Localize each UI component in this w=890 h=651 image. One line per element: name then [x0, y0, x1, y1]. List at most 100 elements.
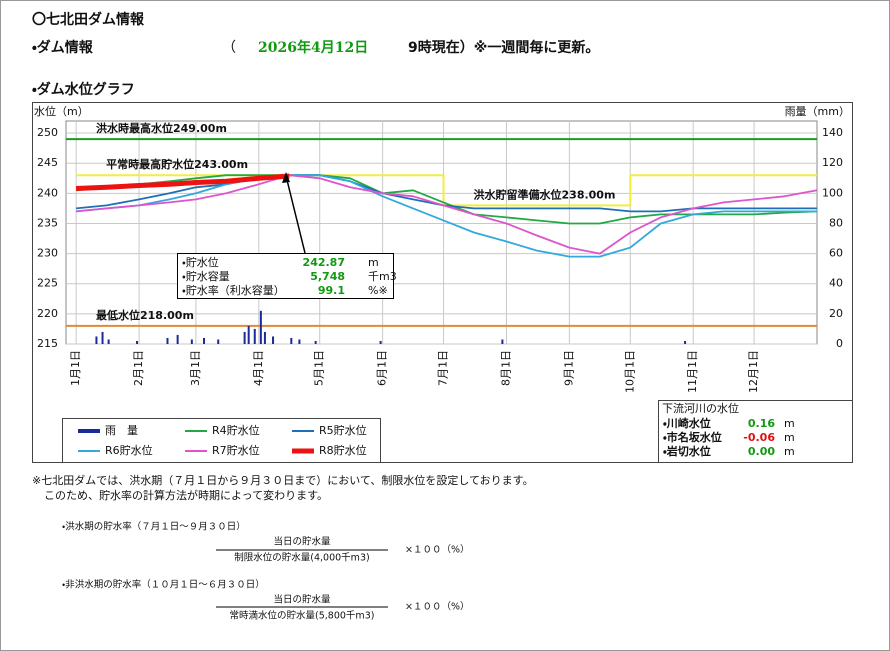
rain-bar — [263, 331, 266, 344]
rain-bar — [684, 340, 687, 344]
y-tick-label: 225 — [37, 277, 58, 290]
graph-label: ・ダム水位グラフ — [32, 81, 135, 98]
y-tick-label: 220 — [37, 307, 58, 320]
x-tick-label: 11月1日 — [686, 350, 699, 393]
river-label: ・市名坂水位 — [663, 430, 722, 444]
denominator: 制限水位の貯水量(4,000千m3) — [234, 552, 369, 564]
series-line — [76, 174, 818, 255]
rain-bar — [247, 325, 250, 344]
arrow-head — [282, 172, 290, 183]
rain-bar — [379, 340, 382, 344]
plot: 215 220 225 230 235 240 245 250 0 20 40 60 80 100 120 1… — [37, 120, 843, 393]
info-label: ・ダム情報 — [32, 39, 94, 56]
storage-unit: %※ — [368, 284, 388, 297]
y2-tick-label: 140 — [822, 126, 843, 139]
river-value: -0.06 — [743, 431, 775, 444]
formula-title: ・洪水期の貯水率（７月１日～９月３０日） — [62, 521, 246, 533]
rain-bar — [217, 339, 220, 344]
legend-box — [62, 418, 381, 463]
rain-bar — [290, 337, 293, 344]
rain-bar — [243, 331, 246, 344]
storage-label: ・貯水容量 — [182, 270, 230, 283]
x-tick-label: 6月1日 — [376, 350, 389, 386]
rain-bar — [190, 339, 193, 344]
series-line — [76, 173, 290, 191]
rain-bar — [176, 334, 179, 344]
y-tick-label: 240 — [37, 186, 58, 199]
overlay: ・貯水位 242.87 m ・貯水容量 5,748 千m3 ・貯水率（利水容量） 99.1 %※ — [177, 172, 397, 299]
storage-value: 242.87 — [303, 256, 345, 269]
x-tick-label: 5月1日 — [313, 350, 326, 386]
storage-label: ・貯水率（利水容量） — [182, 284, 285, 297]
river-value: 0.16 — [748, 417, 775, 430]
x-tick-label: 7月1日 — [437, 350, 450, 386]
factor: ×１００（%） — [405, 601, 470, 613]
y-tick-label: 250 — [37, 126, 58, 139]
rain-bar — [136, 340, 139, 344]
formula-title: ・非洪水期の貯水率（１０月１日～６月３０日） — [62, 579, 265, 591]
numerator: 当日の貯水量 — [273, 594, 331, 606]
rain-bar — [314, 340, 317, 344]
rain-bar — [203, 337, 206, 344]
y-tick-label: 215 — [37, 337, 58, 350]
y2-tick-label: 60 — [829, 247, 843, 260]
numerator: 当日の貯水量 — [273, 536, 331, 548]
note-line: ※七北田ダムでは、洪水期（７月１日から９月３０日まで）において、制限水位を設定し… — [32, 473, 534, 487]
rain-bar — [107, 339, 110, 344]
y2-tick-label: 100 — [822, 186, 843, 199]
rain-bar — [259, 310, 262, 344]
rain-bar — [166, 337, 169, 344]
storage-label: ・貯水位 — [182, 256, 219, 269]
plot-area — [65, 120, 818, 345]
rain-bar — [101, 331, 104, 344]
x-tick-label: 2月1日 — [132, 350, 145, 386]
x-tick-label: 12月1日 — [747, 350, 760, 393]
x-tick-label: 10月1日 — [623, 350, 636, 393]
legend-label: R7貯水位 — [212, 444, 260, 457]
rain-bar — [253, 328, 256, 344]
storage-value: 99.1 — [318, 284, 345, 297]
x-tick-label: 8月1日 — [499, 350, 512, 386]
note-line: このため、貯水率の計算方法が時期によって変わります。 — [44, 488, 328, 502]
y-tick-label: 230 — [37, 247, 58, 260]
downstream-box — [658, 400, 853, 463]
legend-label: R6貯水位 — [105, 444, 153, 457]
y2-tick-label: 0 — [836, 337, 843, 350]
x-tick-label: 3月1日 — [189, 350, 202, 386]
river-value: 0.00 — [748, 445, 775, 458]
y2-tick-label: 20 — [829, 307, 843, 320]
chart-frame — [32, 102, 853, 463]
y2-axis-label: 雨量（mm） — [785, 105, 850, 118]
reference-label: 平常時最高貯水位243.00m — [106, 157, 248, 171]
river-unit: m — [784, 445, 795, 458]
river-label: ・岩切水位 — [663, 444, 711, 458]
downstream-title: 下流河川の水位 — [662, 402, 739, 415]
rain-bar — [501, 339, 504, 344]
legend-label: R5貯水位 — [319, 424, 367, 437]
y2-tick-label: 80 — [829, 216, 843, 229]
river-unit: m — [784, 417, 795, 430]
y2-tick-label: 120 — [822, 156, 843, 169]
page-title: 〇七北田ダム情報 — [32, 11, 145, 28]
y-axis-label: 水位（m） — [34, 105, 89, 118]
x-tick-label: 4月1日 — [252, 350, 265, 386]
storage-box — [177, 253, 394, 299]
y-tick-label: 235 — [37, 216, 58, 229]
x-tick-label: 9月1日 — [562, 350, 575, 386]
rain-bar — [298, 339, 301, 344]
time-note: 9時現在）※一週間毎に更新。 — [408, 39, 599, 56]
reference-label: 洪水時最高水位249.00m — [96, 121, 227, 135]
arrow — [285, 175, 306, 254]
x-tick-label: 1月1日 — [69, 350, 82, 386]
denominator: 常時満水位の貯水量(5,800千m3) — [230, 610, 375, 622]
river-unit: m — [784, 431, 795, 444]
rain-bar — [95, 336, 98, 344]
factor: ×１００（%） — [405, 544, 470, 556]
series-line — [76, 174, 817, 258]
legend-label: R4貯水位 — [212, 424, 260, 437]
reference-label: 最低水位218.00m — [96, 308, 194, 322]
storage-value: 5,748 — [310, 270, 345, 283]
y-tick-label: 245 — [37, 156, 58, 169]
